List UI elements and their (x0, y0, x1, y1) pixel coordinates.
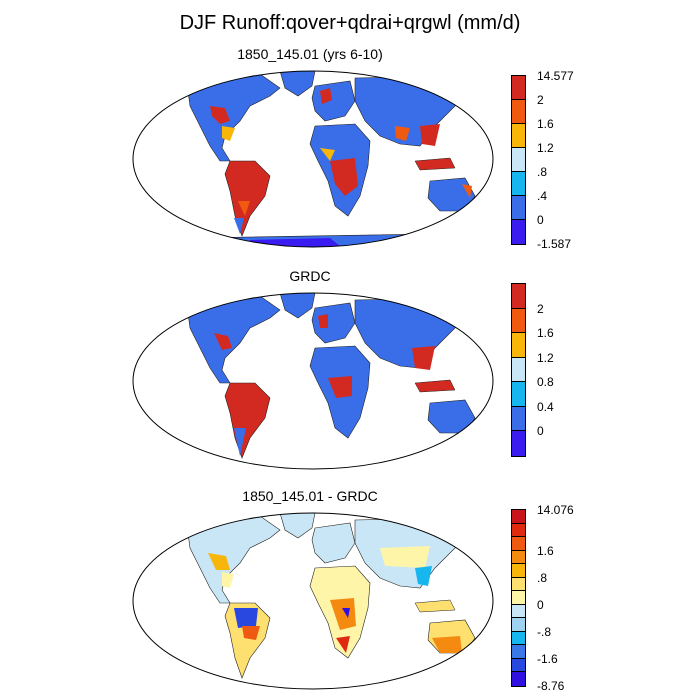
colorbar-tick-label: 0.4 (537, 399, 554, 414)
continent-australia (427, 177, 476, 212)
continent-europe (311, 80, 356, 122)
continent-greenland (279, 293, 316, 319)
continent-south-america (224, 382, 271, 459)
colorbar-tick-label: 1.6 (537, 543, 554, 558)
colorbar-swatch (511, 356, 526, 384)
colorbar-swatch (511, 430, 526, 457)
continent-south-america (224, 160, 271, 237)
continent-europe (311, 302, 356, 344)
colorbar-swatch (511, 617, 526, 633)
colorbar-tick-label: .4 (537, 189, 548, 203)
colorbar-swatch (511, 123, 526, 149)
colorbar-tick-label: 1.2 (537, 141, 554, 155)
colorbar-swatch (511, 549, 526, 566)
colorbar-tick-label: 1.6 (537, 326, 554, 341)
colorbar-swatch (511, 536, 526, 552)
colorbar-tick-label: 0.8 (537, 375, 554, 390)
colorbar-swatch (511, 590, 526, 606)
colorbar-swatch (511, 576, 526, 593)
colorbar-swatch (511, 563, 526, 579)
colorbar-tick-label: -8.76 (537, 679, 565, 693)
colorbar-swatch (511, 307, 526, 335)
colorbar-tick-label: 1.6 (537, 117, 554, 131)
continent-asia (354, 75, 466, 147)
colorbar-tick-label: .8 (537, 165, 548, 179)
colorbar-tick-label: -.8 (537, 624, 552, 639)
colorbar-swatch (511, 332, 526, 359)
colorbar-swatch (511, 671, 526, 687)
map-outline (132, 292, 494, 470)
colorbar-tick-label: 0 (537, 597, 544, 612)
map-outline (132, 512, 494, 690)
colorbar-tick-label: -1.6 (537, 651, 558, 666)
panel-3-title: 1850_145.01 - GRDC (242, 488, 378, 504)
map-outline (132, 70, 494, 248)
colorbar-swatch (511, 644, 526, 660)
colorbar-tick-label: 14.076 (537, 503, 574, 517)
figure-title: DJF Runoff:qover+qdrai+qrgwl (mm/d) (179, 12, 521, 34)
colorbar-swatch (511, 405, 526, 433)
colorbar-swatch (511, 657, 526, 674)
panel-2-map (132, 292, 494, 470)
colorbar-swatch (511, 522, 526, 539)
colorbar-swatch (511, 381, 526, 408)
panel-2-title: GRDC (289, 268, 331, 284)
colorbar-swatch (511, 171, 526, 197)
colorbar-swatch (511, 630, 526, 647)
colorbar-tick-label: 0 (537, 213, 544, 227)
colorbar-tick-label: 14.577 (537, 69, 574, 83)
continent-asia (354, 297, 466, 369)
colorbar-swatch (511, 283, 526, 310)
panel-1-title: 1850_145.01 (yrs 6-10) (237, 46, 383, 62)
panel-1-map (132, 70, 494, 248)
colorbar-tick-label: -1.587 (537, 237, 572, 251)
panel-3-map (132, 512, 494, 690)
colorbar-tick-label: 0 (537, 424, 544, 439)
colorbar-swatch (511, 603, 526, 620)
colorbar-tick-label: 2 (537, 301, 544, 316)
colorbar-swatch (511, 147, 526, 173)
continent-greenland (279, 71, 316, 97)
colorbar-swatch (511, 195, 526, 221)
continent-europe (311, 522, 356, 564)
continent-south-america (224, 602, 271, 679)
continent-australia (427, 399, 476, 434)
colorbar-swatch (511, 219, 526, 245)
continent-north-america (187, 295, 281, 384)
colorbar-tick-label: .8 (537, 570, 548, 585)
continent-greenland (279, 513, 316, 539)
continent-north-america (187, 515, 281, 604)
colorbar-tick-label: 2 (537, 93, 544, 107)
colorbar-tick-label: 1.2 (537, 350, 554, 365)
continent-north-america (187, 73, 281, 162)
colorbar-swatch (511, 99, 526, 125)
colorbar-swatch (511, 75, 526, 101)
colorbar-swatch (511, 509, 526, 525)
